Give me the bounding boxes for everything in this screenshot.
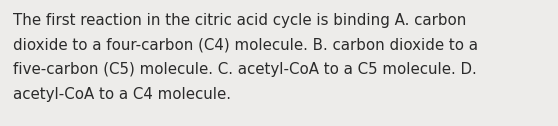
Text: acetyl-CoA to a C4 molecule.: acetyl-CoA to a C4 molecule. — [13, 87, 231, 102]
Text: five-carbon (C5) molecule. C. acetyl-CoA to a C5 molecule. D.: five-carbon (C5) molecule. C. acetyl-CoA… — [13, 62, 477, 77]
Text: The first reaction in the citric acid cycle is binding A. carbon: The first reaction in the citric acid cy… — [13, 13, 466, 28]
Text: dioxide to a four-carbon (C4) molecule. B. carbon dioxide to a: dioxide to a four-carbon (C4) molecule. … — [13, 38, 478, 53]
